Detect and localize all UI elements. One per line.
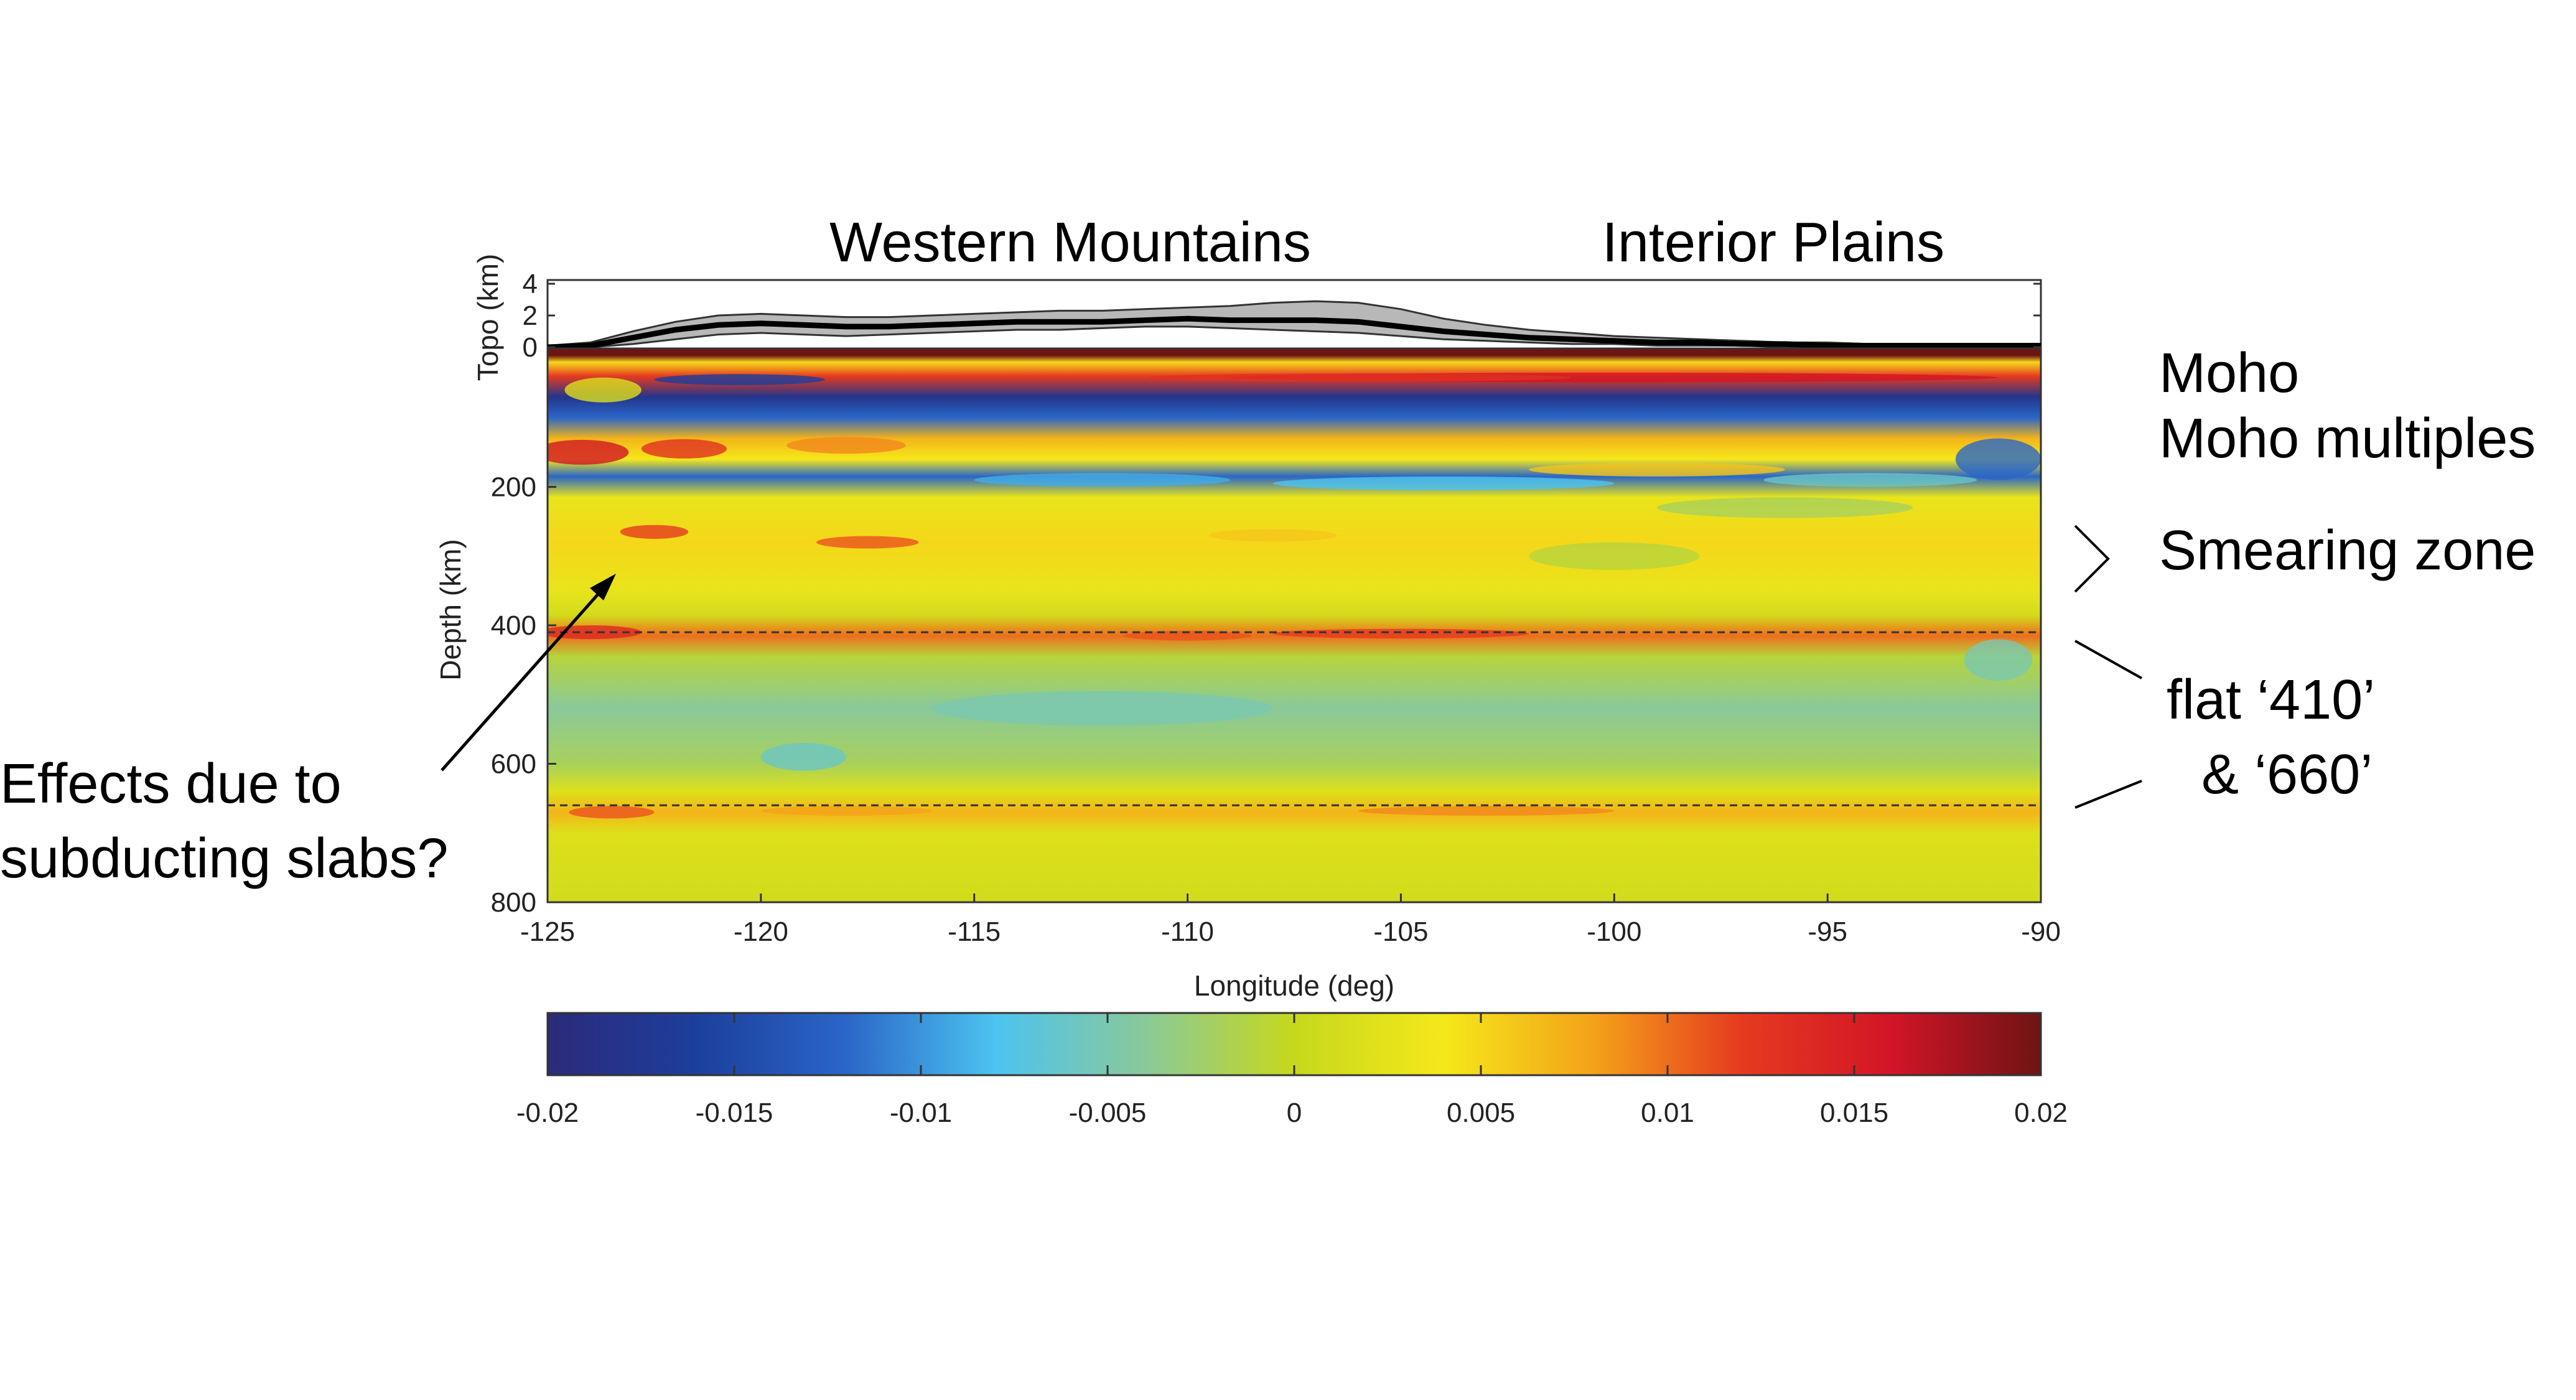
smearing-zone-bracket bbox=[2074, 525, 2110, 593]
region-label-interior-plains: Interior Plains bbox=[1602, 212, 1944, 274]
annotation-660: & ‘660’ bbox=[2201, 744, 2373, 806]
colorbar-tick-label: 0.015 bbox=[1820, 1098, 1888, 1128]
heatmap-patch bbox=[1208, 529, 1337, 542]
heatmap-patch bbox=[1272, 628, 1529, 639]
heatmap-patch bbox=[931, 691, 1273, 726]
annotation-arrow-shaft bbox=[441, 587, 605, 772]
depth-ticks: 200 400 600 800 bbox=[491, 472, 556, 918]
topo-panel: 024 Topo (km) bbox=[472, 254, 2042, 381]
x-tick-label: -120 bbox=[734, 917, 788, 947]
main-heatmap-panel: -125 -120 -115 -110 -105 -100 -95 -90 200 400 600… bbox=[434, 347, 2061, 1002]
x-tick-label: -125 bbox=[520, 917, 575, 947]
heatmap-patch bbox=[1529, 542, 1700, 570]
x-axis-label: Longitude (deg) bbox=[1194, 969, 1394, 1002]
colorbar-bar bbox=[546, 1012, 2042, 1076]
colorbar-tick-label: 0 bbox=[1287, 1098, 1302, 1128]
topo-tick-label: 0 bbox=[523, 332, 538, 363]
annotation-effects-line1: Effects due to bbox=[0, 753, 342, 815]
heatmap-patch bbox=[548, 439, 629, 465]
heatmap-patch bbox=[816, 536, 919, 549]
heatmap-background bbox=[548, 348, 2041, 902]
x-tick-label: -105 bbox=[1373, 917, 1428, 947]
annotation-moho-multiples: Moho multiples bbox=[2159, 408, 2536, 470]
heatmap-patch bbox=[620, 525, 689, 539]
heatmap-variations bbox=[548, 372, 2041, 819]
topo-tick-label: 2 bbox=[523, 301, 538, 331]
colorbar-tick-label: -0.01 bbox=[890, 1098, 952, 1128]
topo-tick-label: 4 bbox=[523, 269, 538, 299]
annotation-smearing-zone: Smearing zone bbox=[2159, 520, 2536, 582]
annotation-effects-line2: subducting slabs? bbox=[0, 828, 448, 890]
heatmap-patch bbox=[654, 374, 825, 385]
colorbar-tick-label: -0.02 bbox=[516, 1098, 579, 1128]
heatmap-patch bbox=[1529, 462, 1785, 477]
heatmap-patch bbox=[1272, 476, 1615, 491]
y-tick-label: 400 bbox=[491, 610, 536, 641]
annotation-flat-410: flat ‘410’ bbox=[2167, 669, 2375, 731]
x-tick-label: -110 bbox=[1161, 917, 1214, 947]
heatmap-patch bbox=[1358, 806, 1615, 816]
reference-depth-lines bbox=[548, 631, 2041, 806]
annotation-arrow-head bbox=[590, 574, 616, 600]
heatmap-patch bbox=[1763, 473, 1977, 487]
colorbar-tick-label: 0.01 bbox=[1641, 1098, 1694, 1128]
colorbar: -0.02 -0.015 -0.01 -0.005 0 0.005 0.01 0.015 0.0… bbox=[516, 1012, 2068, 1128]
annotation-moho: Moho bbox=[2159, 342, 2299, 404]
longitude-ticks: -125 -120 -115 -110 -105 -100 -95 -90 bbox=[520, 894, 2061, 947]
heatmap-patch bbox=[760, 743, 846, 771]
heatmap-patch bbox=[760, 806, 932, 816]
x-tick-label: -95 bbox=[1808, 917, 1847, 947]
heatmap-patch bbox=[569, 806, 655, 819]
x-tick-label: -100 bbox=[1587, 917, 1641, 947]
heatmap-patch bbox=[1145, 373, 1572, 382]
flat-660-pointer bbox=[2074, 780, 2142, 809]
heatmap-patch bbox=[1123, 630, 1252, 641]
y-axis-label: Depth (km) bbox=[434, 539, 467, 680]
x-tick-label: -115 bbox=[948, 917, 1001, 947]
topo-y-ticks: 024 bbox=[523, 269, 2041, 363]
y-tick-label: 600 bbox=[491, 749, 536, 780]
y-tick-label: 800 bbox=[491, 887, 536, 918]
heatmap-patch bbox=[564, 377, 642, 403]
region-label-western-mountains: Western Mountains bbox=[829, 212, 1311, 274]
heatmap-patch bbox=[786, 437, 906, 454]
colorbar-tick-label: -0.015 bbox=[696, 1098, 773, 1128]
colorbar-tick-label: 0.02 bbox=[2014, 1098, 2068, 1128]
topo-mean-line bbox=[547, 315, 2041, 350]
flat-410-pointer bbox=[2074, 640, 2142, 679]
x-tick-label: -90 bbox=[2021, 917, 2061, 947]
heatmap-patch bbox=[974, 473, 1231, 487]
colorbar-tick-label: -0.005 bbox=[1069, 1098, 1147, 1128]
heatmap-patch bbox=[1955, 438, 2041, 480]
y-tick-label: 200 bbox=[491, 472, 536, 503]
topo-y-axis-label: Topo (km) bbox=[472, 254, 504, 381]
heatmap-patch bbox=[1656, 497, 1913, 518]
heatmap-patch bbox=[548, 625, 642, 640]
colorbar-ticks: -0.02 -0.015 -0.01 -0.005 0 0.005 0.01 0.015 0.0… bbox=[516, 1013, 2068, 1128]
colorbar-tick-label: 0.005 bbox=[1447, 1098, 1515, 1128]
heatmap-patch bbox=[641, 439, 727, 459]
heatmap-patch bbox=[1964, 639, 2033, 681]
